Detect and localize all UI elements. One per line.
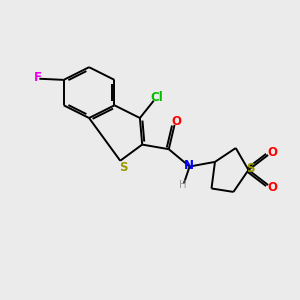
Text: F: F bbox=[34, 71, 42, 84]
Text: N: N bbox=[183, 159, 194, 172]
Text: O: O bbox=[267, 146, 277, 159]
Text: H: H bbox=[179, 180, 186, 190]
Text: O: O bbox=[267, 181, 277, 194]
Text: O: O bbox=[172, 115, 182, 128]
Text: Cl: Cl bbox=[151, 91, 164, 104]
Text: S: S bbox=[119, 161, 128, 174]
Text: S: S bbox=[247, 162, 255, 175]
